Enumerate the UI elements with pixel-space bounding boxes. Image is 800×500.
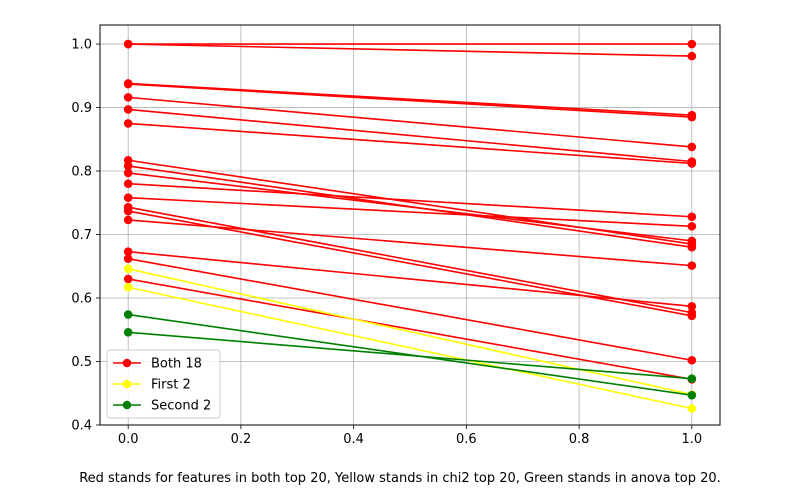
data-point — [123, 247, 133, 256]
series-line — [128, 122, 692, 165]
data-point — [687, 311, 697, 321]
y-tick-label: 0.8 — [71, 165, 92, 180]
data-point — [687, 261, 697, 270]
y-tick-label: 1.0 — [71, 38, 92, 53]
x-tick-label: 0.2 — [231, 432, 252, 447]
data-point — [123, 79, 133, 89]
series-line — [128, 206, 692, 314]
series-line — [128, 108, 692, 163]
legend-marker — [122, 400, 132, 410]
data-point — [687, 355, 697, 365]
legend-label: Both 18 — [151, 357, 202, 372]
data-point — [687, 212, 697, 222]
x-tick-label: 0.8 — [569, 432, 590, 447]
series-line — [128, 286, 692, 410]
legend-marker — [122, 379, 132, 389]
y-tick-label: 0.4 — [71, 419, 92, 434]
data-point — [123, 105, 133, 114]
data-point — [123, 310, 133, 319]
data-point — [123, 179, 133, 189]
data-point — [123, 206, 133, 216]
data-point — [687, 39, 697, 49]
series-line — [128, 331, 692, 380]
data-point — [123, 328, 133, 337]
x-tick-label: 0.6 — [456, 432, 477, 447]
caption: Red stands for features in both top 20, … — [79, 471, 721, 486]
data-point — [687, 112, 697, 122]
series-line — [128, 172, 692, 242]
legend-box — [106, 349, 221, 419]
series — [123, 39, 697, 413]
legend: Both 18 First 2 Second 2 — [106, 349, 221, 419]
series-line — [128, 182, 692, 218]
series-line — [128, 43, 692, 57]
x-tick-label: 1.0 — [681, 432, 702, 447]
y-tick-label: 0.5 — [71, 355, 92, 370]
series-line — [128, 250, 692, 308]
data-point — [687, 221, 697, 231]
data-point — [687, 301, 697, 311]
data-point — [123, 93, 133, 102]
data-point — [687, 390, 697, 400]
series-line — [128, 83, 692, 118]
y-tick-label: 0.9 — [71, 101, 92, 116]
series-line — [128, 96, 692, 148]
data-point — [123, 161, 133, 171]
series-line — [128, 268, 692, 396]
data-point — [123, 254, 133, 263]
data-point — [123, 274, 133, 284]
plot-frame — [99, 24, 721, 426]
data-point — [123, 119, 133, 128]
y-tick-label: 0.6 — [71, 292, 92, 307]
data-point — [687, 374, 697, 383]
data-point — [123, 193, 133, 202]
data-point — [687, 242, 697, 252]
data-point — [687, 142, 697, 152]
data-point — [123, 39, 133, 49]
data-point — [687, 236, 697, 246]
legend-label: First 2 — [151, 378, 191, 393]
series-line — [128, 82, 692, 116]
data-point — [687, 51, 697, 61]
series-line — [128, 257, 692, 362]
x-tick-label: 0.0 — [118, 432, 139, 447]
legend-marker — [122, 358, 132, 368]
data-point — [123, 282, 133, 292]
legend-label: Second 2 — [151, 399, 211, 414]
ticks: 0.0 0.2 0.4 0.6 0.8 1.0 0.4 0.5 0.6 0.7 0.8 0.9 1.0 — [71, 38, 702, 447]
data-point — [123, 168, 133, 178]
series-line — [128, 210, 692, 317]
y-tick-label: 0.7 — [71, 228, 92, 243]
data-point — [123, 215, 133, 225]
series-line — [128, 219, 692, 267]
series-line — [128, 196, 692, 228]
data-point — [687, 404, 697, 413]
data-point — [123, 264, 133, 274]
x-tick-label: 0.4 — [343, 432, 364, 447]
series-line — [128, 278, 692, 381]
data-point — [687, 159, 697, 168]
